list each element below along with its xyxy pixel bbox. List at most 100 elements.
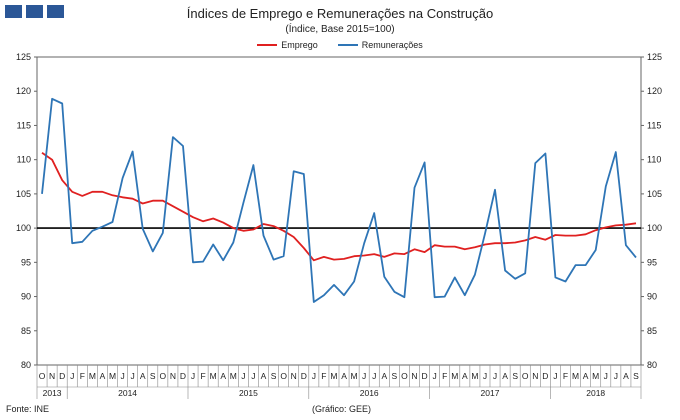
x-tick-label: A (623, 371, 629, 381)
x-tick-label: J (433, 371, 437, 381)
year-label: 2018 (586, 388, 605, 398)
x-tick-label: O (401, 371, 408, 381)
x-tick-label: O (39, 371, 46, 381)
x-tick-label: M (351, 371, 358, 381)
x-tick-label: J (120, 371, 124, 381)
x-tick-label: S (392, 371, 398, 381)
x-tick-label: M (230, 371, 237, 381)
x-tick-label: J (604, 371, 608, 381)
x-tick-label: J (483, 371, 487, 381)
x-tick-label: A (583, 371, 589, 381)
x-tick-label: J (372, 371, 376, 381)
x-tick-label: S (633, 371, 639, 381)
logo-square (5, 5, 22, 18)
x-tick-label: N (411, 371, 417, 381)
y-tick-label-left: 120 (16, 86, 31, 96)
x-tick-label: A (261, 371, 267, 381)
x-tick-label: S (271, 371, 277, 381)
x-tick-label: A (502, 371, 508, 381)
x-tick-label: S (150, 371, 156, 381)
x-tick-label: M (572, 371, 579, 381)
y-tick-label-left: 110 (17, 155, 31, 165)
legend-label-remuneracoes: Remunerações (361, 40, 423, 50)
chart-title: Índices de Emprego e Remunerações na Con… (186, 6, 494, 21)
x-tick-label: N (49, 371, 55, 381)
year-label: 2013 (43, 388, 62, 398)
x-tick-label: J (241, 371, 245, 381)
x-tick-label: M (210, 371, 217, 381)
y-tick-label-right: 80 (647, 360, 657, 370)
x-tick-label: F (563, 371, 568, 381)
x-tick-label: D (301, 371, 307, 381)
x-tick-label: M (109, 371, 116, 381)
year-label: 2016 (360, 388, 379, 398)
x-tick-label: D (421, 371, 427, 381)
legend: Emprego Remunerações (0, 40, 680, 50)
x-tick-label: M (330, 371, 337, 381)
x-tick-label: N (291, 371, 297, 381)
x-tick-label: M (471, 371, 478, 381)
x-tick-label: F (442, 371, 447, 381)
legend-swatch-remuneracoes (337, 44, 358, 46)
x-tick-label: J (553, 371, 557, 381)
x-tick-label: N (532, 371, 538, 381)
legend-label-emprego: Emprego (281, 40, 318, 50)
x-tick-label: A (462, 371, 468, 381)
x-tick-label: F (321, 371, 326, 381)
y-tick-label-right: 110 (647, 155, 661, 165)
y-tick-label-right: 105 (647, 189, 662, 199)
x-tick-label: A (140, 371, 146, 381)
y-tick-label-right: 100 (647, 223, 662, 233)
x-tick-label: F (200, 371, 205, 381)
x-tick-label: N (170, 371, 176, 381)
credit-note: (Gráfico: GEE) (312, 404, 372, 414)
y-tick-label-right: 95 (647, 257, 657, 267)
x-tick-label: F (80, 371, 85, 381)
x-tick-label: D (59, 371, 65, 381)
x-tick-label: J (131, 371, 135, 381)
x-tick-label: A (100, 371, 106, 381)
y-tick-label-right: 120 (647, 86, 662, 96)
legend-item-remuneracoes: Remunerações (337, 40, 423, 50)
x-tick-label: A (341, 371, 347, 381)
y-tick-label-left: 95 (21, 257, 31, 267)
legend-item-emprego: Emprego (257, 40, 318, 50)
x-tick-label: M (451, 371, 458, 381)
y-tick-label-left: 100 (16, 223, 31, 233)
x-tick-label: A (381, 371, 387, 381)
logo-square (26, 5, 43, 18)
y-tick-label-right: 85 (647, 326, 657, 336)
series-line-remuneracoes (41, 97, 637, 303)
y-tick-label-left: 85 (21, 326, 31, 336)
legend-swatch-emprego (257, 44, 278, 46)
x-tick-label: D (180, 371, 186, 381)
y-tick-label-right: 125 (647, 52, 662, 62)
x-tick-label: J (614, 371, 618, 381)
source-note: Fonte: INE (6, 404, 50, 414)
x-tick-label: D (542, 371, 548, 381)
x-tick-label: A (220, 371, 226, 381)
x-tick-label: O (160, 371, 167, 381)
x-tick-label: S (512, 371, 518, 381)
x-tick-label: O (280, 371, 287, 381)
y-tick-label-left: 90 (21, 292, 31, 302)
x-tick-label: J (362, 371, 366, 381)
chart-subtitle: (Índice, Base 2015=100) (285, 24, 395, 35)
x-tick-label: M (89, 371, 96, 381)
x-tick-label: J (191, 371, 195, 381)
logo (5, 5, 64, 18)
logo-square (47, 5, 64, 18)
year-label: 2014 (118, 388, 137, 398)
year-label: 2015 (239, 388, 258, 398)
x-tick-label: M (592, 371, 599, 381)
y-tick-label-left: 115 (17, 120, 31, 130)
y-tick-label-right: 115 (647, 120, 661, 130)
y-tick-label-left: 80 (21, 360, 31, 370)
y-tick-label-right: 90 (647, 292, 657, 302)
x-tick-label: J (70, 371, 74, 381)
x-tick-label: J (251, 371, 255, 381)
x-tick-label: J (493, 371, 497, 381)
y-tick-label-left: 105 (16, 189, 31, 199)
year-label: 2017 (481, 388, 500, 398)
